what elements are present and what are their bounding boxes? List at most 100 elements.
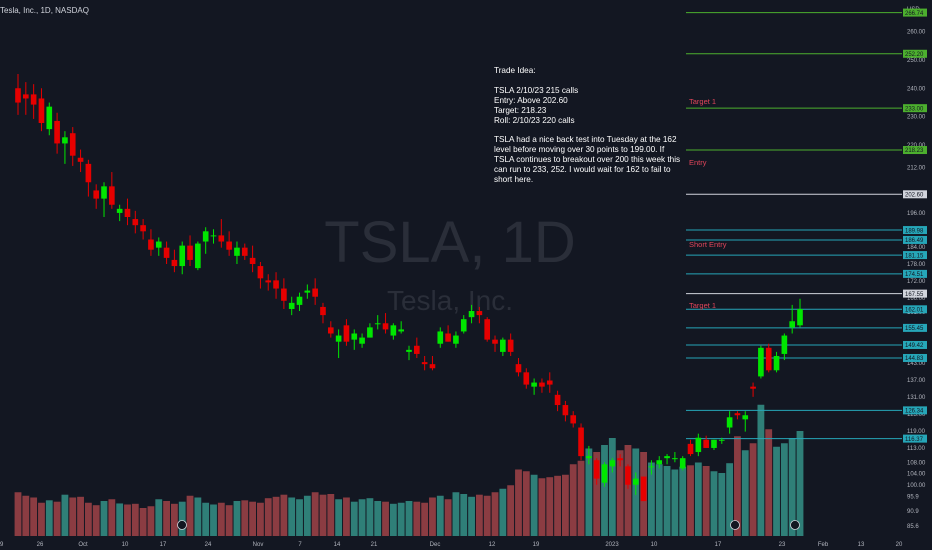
y-tick-label: 137.00 [907, 378, 926, 384]
volume-bar [14, 492, 22, 536]
volume-bar [358, 499, 366, 536]
candle-body [93, 190, 100, 199]
volume-bar [303, 495, 311, 536]
x-tick-label: 12 [489, 542, 496, 548]
volume-bar [108, 499, 116, 536]
y-tick-label: 196.00 [907, 211, 926, 217]
volume-bar [397, 502, 405, 536]
price-tag-label: 126.34 [905, 409, 924, 415]
volume-bar [734, 436, 741, 536]
candle-body [648, 466, 655, 468]
level-annotation: Short Entry [689, 240, 727, 249]
y-tick-label: 184.00 [907, 245, 926, 251]
price-tag [903, 289, 927, 298]
candle-body [445, 333, 451, 342]
price-tag [903, 104, 927, 113]
volume-bar [288, 497, 296, 536]
volume-bar [561, 474, 569, 536]
candle-body [797, 308, 803, 326]
y-tick-label: 220.00 [907, 143, 926, 149]
volume-bar [343, 497, 350, 536]
x-tick-label: 13 [858, 542, 865, 548]
candle-body [507, 339, 514, 352]
trade-idea-title: Trade Idea: [494, 66, 536, 75]
volume-bar [147, 506, 155, 536]
candle-body [179, 245, 186, 267]
x-tick-label: 19 [533, 542, 540, 548]
candle-body [406, 349, 412, 352]
candle-body [226, 241, 232, 250]
volume-bar [170, 503, 178, 536]
price-tag [903, 434, 927, 443]
candle-body [155, 241, 162, 248]
candle-body [711, 439, 717, 448]
candle-body [320, 306, 326, 316]
volume-bar [382, 501, 389, 536]
volume-bar [257, 502, 264, 536]
x-tick-label: Oct [78, 542, 88, 548]
volume-bar [796, 431, 804, 536]
volume-bar [233, 501, 241, 536]
volume-bar [53, 501, 61, 536]
candle-body [101, 186, 107, 199]
volume-bar [601, 445, 608, 536]
volume-bar [374, 501, 382, 536]
price-tag [903, 251, 927, 260]
price-tag-label: 252.20 [905, 52, 924, 58]
candle-body [304, 290, 311, 293]
trade-idea-note: Trade Idea: TSLA 2/10/23 215 calls Entry… [494, 66, 684, 185]
price-tag-label: 233.00 [905, 106, 924, 112]
volume-bar [624, 445, 632, 536]
price-tag [903, 226, 927, 235]
trade-idea-line: Entry: Above 202.60 [494, 95, 568, 105]
volume-bar [311, 492, 319, 536]
time-axis-bg [0, 537, 932, 550]
volume-bar [765, 429, 773, 536]
candle-body [312, 288, 318, 297]
price-tag [903, 406, 927, 415]
y-tick-label: 212.00 [907, 166, 926, 172]
y-tick-label: 108.00 [907, 460, 926, 466]
volume-bar [186, 495, 194, 536]
candle-body [664, 456, 670, 459]
volume-bar [585, 448, 593, 536]
candle-body [398, 329, 404, 332]
candle-body [484, 319, 491, 340]
volume-bar [131, 503, 139, 536]
volume-bar [491, 492, 499, 536]
candle-body [742, 415, 749, 420]
volume-bar [702, 466, 710, 536]
candle-body [640, 476, 647, 502]
level-annotation: Target 1 [689, 97, 716, 106]
volume-bar [389, 503, 397, 536]
price-tag-label: 218.23 [905, 148, 924, 154]
candle-body [249, 257, 256, 265]
volume-bar [241, 500, 249, 536]
candle-body [609, 460, 616, 467]
candle-body [273, 280, 279, 289]
y-tick-label: 125.00 [907, 412, 926, 418]
candle-body [148, 239, 154, 250]
price-tag-label: 181.15 [905, 253, 924, 259]
candle-body [492, 339, 498, 344]
watermark-ticker: TSLA, 1D [324, 210, 575, 275]
price-tag [903, 340, 927, 349]
volume-bar [436, 495, 444, 536]
volume-bar [178, 501, 186, 536]
volume-bar [468, 496, 475, 536]
volume-bar [139, 508, 147, 536]
volume-bar [546, 477, 554, 536]
candle-body [77, 157, 84, 162]
volume-bar [671, 469, 679, 536]
x-tick-label: 17 [160, 542, 167, 548]
volume-bar [788, 438, 796, 536]
volume-bar [22, 495, 30, 536]
candle-body [69, 133, 76, 156]
x-tick-label: Nov [253, 542, 264, 548]
price-tag-label: 162.01 [905, 308, 924, 314]
volume-bar [475, 494, 483, 536]
candle-body [617, 458, 623, 461]
candle-body [281, 288, 287, 301]
